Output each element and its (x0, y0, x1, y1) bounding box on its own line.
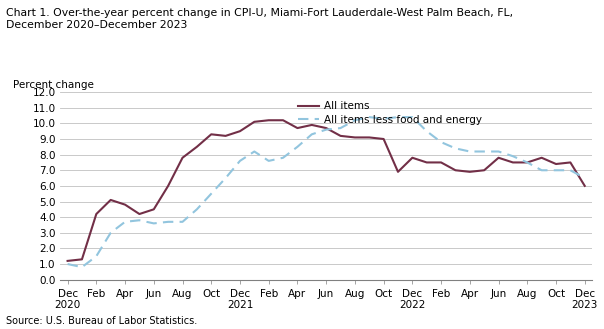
All items (409, 156, 416, 160)
All items (581, 184, 588, 188)
Legend: All items, All items less food and energy: All items, All items less food and energ… (294, 97, 486, 129)
All items (92, 212, 100, 216)
All items (495, 156, 502, 160)
All items (280, 118, 287, 122)
All items less food and energy (365, 115, 373, 119)
All items less food and energy (524, 161, 531, 164)
All items less food and energy (323, 128, 330, 132)
All items (64, 259, 71, 263)
All items (437, 161, 445, 164)
All items less food and energy (107, 231, 114, 235)
All items (567, 161, 574, 164)
Text: Percent change: Percent change (13, 80, 94, 90)
All items (136, 212, 143, 216)
All items (394, 170, 402, 174)
All items less food and energy (150, 221, 158, 225)
All items less food and energy (193, 207, 201, 211)
Text: Source: U.S. Bureau of Labor Statistics.: Source: U.S. Bureau of Labor Statistics. (6, 316, 198, 326)
All items less food and energy (581, 176, 588, 180)
All items less food and energy (394, 115, 402, 119)
All items less food and energy (553, 168, 560, 172)
All items (222, 134, 230, 138)
All items (365, 136, 373, 139)
All items less food and energy (380, 117, 387, 121)
All items less food and energy (121, 220, 129, 224)
All items (294, 126, 301, 130)
All items (323, 126, 330, 130)
All items (236, 129, 243, 133)
All items less food and energy (481, 149, 488, 153)
All items less food and energy (92, 254, 100, 258)
All items (193, 145, 201, 149)
All items less food and energy (567, 168, 574, 172)
All items (423, 161, 430, 164)
All items (121, 203, 129, 207)
All items (79, 257, 86, 261)
All items (452, 168, 459, 172)
All items (337, 134, 344, 138)
All items less food and energy (136, 218, 143, 222)
All items (380, 137, 387, 141)
All items less food and energy (509, 154, 516, 158)
All items less food and energy (222, 176, 230, 180)
All items (208, 132, 215, 136)
All items (466, 170, 474, 174)
All items (251, 120, 258, 124)
All items less food and energy (208, 192, 215, 196)
All items less food and energy (495, 149, 502, 153)
All items less food and energy (337, 126, 344, 130)
All items less food and energy (423, 129, 430, 133)
All items (538, 156, 545, 160)
All items less food and energy (64, 262, 71, 266)
Line: All items less food and energy: All items less food and energy (68, 117, 585, 267)
All items less food and energy (280, 156, 287, 160)
All items less food and energy (452, 146, 459, 150)
All items less food and energy (164, 220, 172, 224)
All items less food and energy (352, 118, 359, 122)
All items less food and energy (294, 145, 301, 149)
All items less food and energy (437, 140, 445, 144)
All items (150, 207, 158, 211)
All items less food and energy (179, 220, 186, 224)
All items (164, 184, 172, 188)
All items (179, 156, 186, 160)
All items less food and energy (79, 265, 86, 269)
All items (107, 198, 114, 202)
All items less food and energy (236, 159, 243, 163)
All items (509, 161, 516, 164)
All items (553, 162, 560, 166)
Text: Chart 1. Over-the-year percent change in CPI-U, Miami-Fort Lauderdale-West Palm : Chart 1. Over-the-year percent change in… (6, 8, 513, 30)
All items less food and energy (466, 149, 474, 153)
All items (265, 118, 272, 122)
All items (481, 168, 488, 172)
All items (524, 161, 531, 164)
All items less food and energy (308, 132, 315, 136)
All items (308, 123, 315, 127)
All items less food and energy (265, 159, 272, 163)
All items less food and energy (251, 149, 258, 153)
All items less food and energy (538, 168, 545, 172)
Line: All items: All items (68, 120, 585, 261)
All items (352, 136, 359, 139)
All items less food and energy (409, 115, 416, 119)
